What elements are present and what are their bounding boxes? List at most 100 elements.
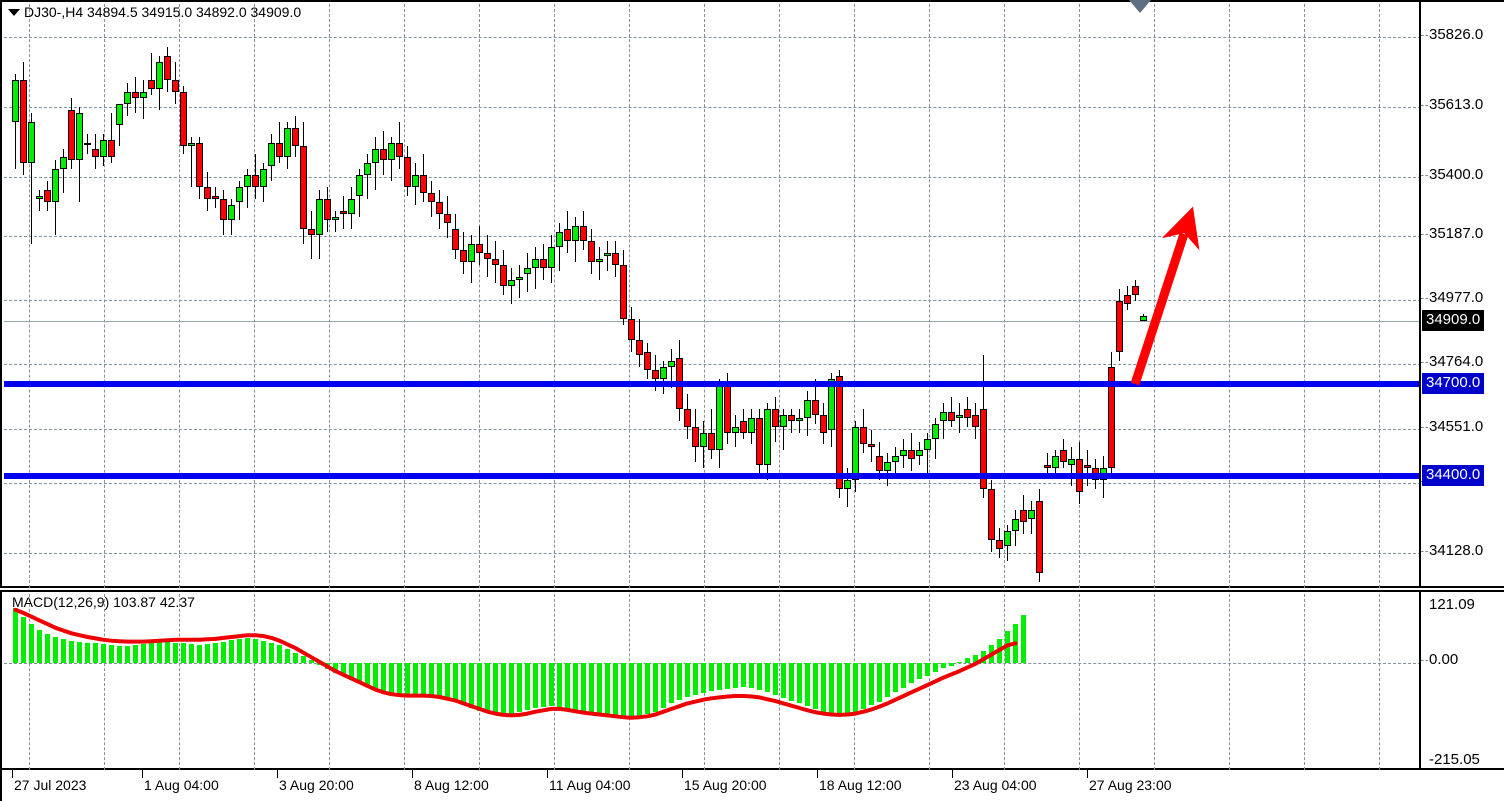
macd-histogram-bar bbox=[293, 652, 298, 663]
grid-line-vertical bbox=[629, 4, 630, 588]
candle-body bbox=[316, 199, 323, 236]
macd-histogram-bar bbox=[709, 662, 714, 692]
candle-body bbox=[44, 190, 51, 203]
candle-body bbox=[156, 61, 163, 89]
candle-body bbox=[628, 318, 635, 340]
macd-histogram-bar bbox=[109, 645, 114, 663]
candle-wick bbox=[191, 136, 192, 188]
price-level-badge[interactable]: 34700.0 bbox=[1422, 373, 1485, 394]
candle-body bbox=[812, 399, 819, 415]
macd-histogram-bar bbox=[557, 662, 562, 708]
grid-line-vertical bbox=[779, 594, 780, 770]
candle-body bbox=[580, 226, 587, 242]
macd-histogram-bar bbox=[749, 662, 754, 688]
time-tick-mark bbox=[682, 770, 683, 778]
macd-histogram-bar bbox=[261, 640, 266, 663]
candle-body bbox=[588, 241, 595, 263]
candle-wick bbox=[247, 169, 248, 209]
candle-body bbox=[804, 399, 811, 418]
macd-histogram-bar bbox=[21, 616, 26, 663]
candle-body bbox=[540, 259, 547, 269]
macd-histogram-bar bbox=[1005, 631, 1010, 663]
candle-body bbox=[36, 196, 43, 200]
time-tick-label: 11 Aug 04:00 bbox=[549, 777, 631, 793]
candle-body bbox=[828, 378, 835, 430]
candle-body bbox=[428, 193, 435, 203]
macd-histogram-bar bbox=[541, 662, 546, 708]
candle-wick bbox=[599, 247, 600, 281]
grid-line-vertical bbox=[1304, 4, 1305, 588]
macd-plot-area[interactable] bbox=[4, 594, 1421, 770]
price-plot-area[interactable] bbox=[4, 4, 1421, 588]
candle-body bbox=[68, 109, 75, 161]
candle-body bbox=[844, 480, 851, 490]
price-tick-mark bbox=[1421, 298, 1428, 299]
candle-body bbox=[556, 232, 563, 248]
candle-wick bbox=[335, 211, 336, 233]
macd-tick-label: 121.09 bbox=[1429, 596, 1475, 613]
macd-indicator-panel: MACD(12,26,9) 103.87 42.37 bbox=[0, 590, 1504, 770]
price-tick-label: 34977.0 bbox=[1429, 289, 1484, 306]
price-tick-mark bbox=[1421, 105, 1428, 106]
grid-line-vertical bbox=[479, 4, 480, 588]
candle-wick bbox=[143, 79, 144, 119]
macd-histogram-bar bbox=[13, 608, 18, 663]
candle-body bbox=[716, 381, 723, 451]
macd-histogram-bar bbox=[381, 662, 386, 694]
price-tick-mark bbox=[1421, 175, 1428, 176]
macd-tick-label: 0.00 bbox=[1429, 651, 1459, 668]
candle-body bbox=[452, 229, 459, 251]
time-axis[interactable]: 27 Jul 2023 1 Aug 04:00 3 Aug 20:00 8 Aug 1… bbox=[0, 770, 1504, 801]
macd-histogram-bar bbox=[485, 662, 490, 713]
candle-body bbox=[876, 456, 883, 472]
candle-body bbox=[508, 280, 515, 287]
macd-histogram-bar bbox=[589, 662, 594, 713]
candle-body bbox=[132, 91, 139, 98]
macd-histogram-bar bbox=[973, 654, 978, 663]
grid-line-vertical bbox=[854, 4, 855, 588]
macd-histogram-bar bbox=[429, 662, 434, 697]
grid-line-vertical bbox=[179, 594, 180, 770]
time-tick-label: 15 Aug 20:00 bbox=[684, 777, 767, 793]
macd-histogram-bar bbox=[701, 662, 706, 694]
price-level-badge[interactable]: 34400.0 bbox=[1422, 465, 1485, 486]
price-tick-label: 34551.0 bbox=[1429, 418, 1484, 435]
macd-histogram-bar bbox=[133, 645, 138, 663]
time-tick-mark bbox=[952, 770, 953, 778]
candle-body bbox=[868, 444, 875, 448]
macd-histogram-bar bbox=[597, 662, 602, 714]
macd-histogram-bar bbox=[101, 644, 106, 663]
candle-body bbox=[84, 142, 91, 145]
candle-body bbox=[148, 79, 155, 89]
candle-body bbox=[300, 145, 307, 230]
candle-body bbox=[772, 408, 779, 427]
price-tick-label: 35187.0 bbox=[1429, 225, 1484, 242]
macd-histogram-bar bbox=[141, 644, 146, 663]
price-level-line[interactable] bbox=[4, 381, 1421, 387]
price-level-line[interactable] bbox=[4, 473, 1421, 479]
macd-histogram-bar bbox=[813, 662, 818, 709]
macd-histogram-bar bbox=[509, 662, 514, 714]
candle-body bbox=[636, 339, 643, 355]
candle-wick bbox=[799, 408, 800, 433]
candle-body bbox=[140, 91, 147, 98]
candle-body bbox=[164, 55, 171, 80]
time-tick-label: 3 Aug 20:00 bbox=[279, 777, 354, 793]
candle-wick bbox=[935, 417, 936, 460]
candle-body bbox=[948, 411, 955, 421]
macd-histogram-bar bbox=[565, 662, 570, 709]
macd-histogram-bar bbox=[1021, 614, 1026, 663]
macd-histogram-bar bbox=[1013, 624, 1018, 663]
macd-histogram-bar bbox=[989, 645, 994, 663]
candle-body bbox=[236, 187, 243, 203]
triangle-down-icon[interactable] bbox=[8, 9, 20, 16]
price-scale[interactable]: 35826.0 35613.0 35400.0 35187.0 34977.0 34764… bbox=[1421, 0, 1504, 588]
candle-body bbox=[276, 142, 283, 158]
candle-body bbox=[996, 540, 1003, 550]
bullish-arrow-annotation[interactable] bbox=[4, 4, 1421, 588]
macd-histogram-bar bbox=[885, 662, 890, 697]
candle-body bbox=[740, 420, 747, 433]
candle-body bbox=[28, 121, 35, 164]
chart-header-info: DJ30-,H4 34894.5 34915.0 34892.0 34909.0 bbox=[24, 4, 302, 20]
time-tick-mark bbox=[277, 770, 278, 778]
